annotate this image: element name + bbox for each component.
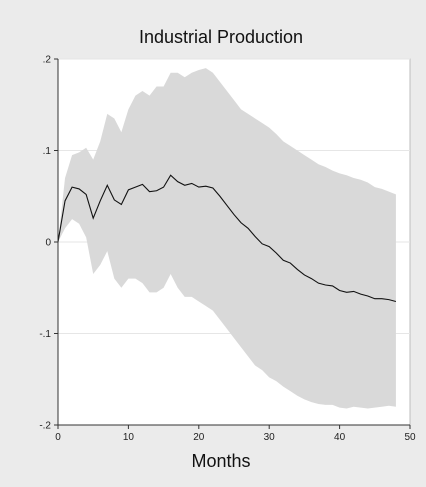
y-tick-label: -.1 [39, 329, 51, 340]
x-axis-ticks: 0 10 20 30 40 50 [55, 425, 416, 443]
y-axis-ticks: .2 .1 0 -.1 -.2 [39, 55, 58, 432]
y-tick-label: .2 [43, 55, 52, 66]
y-tick-label: .1 [43, 146, 52, 157]
y-tick-label: -.2 [39, 421, 51, 432]
chart-title: Industrial Production [139, 27, 303, 47]
impulse-response-line [57, 174, 397, 303]
x-tick-label: 10 [123, 432, 135, 443]
x-tick-label: 50 [404, 432, 416, 443]
x-tick-label: 0 [55, 432, 61, 443]
x-tick-label: 40 [334, 432, 346, 443]
x-axis-title: Months [191, 451, 250, 471]
confidence-band [58, 68, 396, 409]
x-tick-label: 20 [193, 432, 205, 443]
y-tick-label: 0 [45, 238, 51, 249]
x-tick-label: 30 [264, 432, 276, 443]
